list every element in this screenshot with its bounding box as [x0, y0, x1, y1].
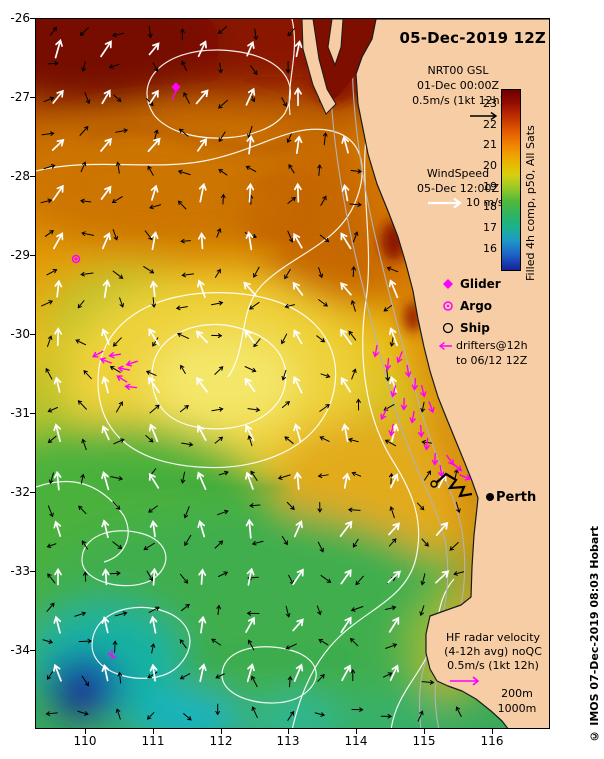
- peron-peninsula: [327, 19, 344, 67]
- depth-1000m-label: 1000m: [497, 702, 537, 715]
- axis-tick: [30, 650, 35, 651]
- colorbar-gradient: [501, 89, 521, 271]
- lat-tick-label: -31: [10, 406, 30, 420]
- axis-tick: [85, 729, 86, 734]
- lon-tick-label: 112: [209, 734, 233, 748]
- perth-city-label: Perth: [496, 490, 537, 505]
- legend-gsl: NRT00 GSL 01-Dec 00:00Z 0.5m/s (1kt 12h): [388, 63, 528, 108]
- argo-symbol: [443, 301, 453, 311]
- lon-tick-label: 116: [480, 734, 504, 748]
- wind-name: WindSpeed: [426, 167, 490, 180]
- lat-tick-label: -28: [10, 169, 30, 183]
- colorbar-tick: 22: [483, 118, 497, 131]
- perth-city-dot: [486, 493, 494, 501]
- axis-tick: [356, 729, 357, 734]
- legend-drifters-line1: drifters@12h: [456, 339, 528, 352]
- colorbar-tick: 19: [483, 180, 497, 193]
- axis-tick: [30, 176, 35, 177]
- hf-scale-arrow: [450, 676, 480, 686]
- drifter-arrows: [91, 344, 472, 481]
- imos-credit: © IMOS 07-Dec-2019 08:03 Hobart: [588, 526, 601, 743]
- colorbar-tick: 18: [483, 200, 497, 213]
- sst-map-svg: [36, 19, 549, 728]
- glider-symbol: [443, 279, 453, 289]
- hf-line1: HF radar velocity: [445, 631, 541, 644]
- gsl-scale-arrow: [470, 111, 498, 121]
- axis-tick: [153, 729, 154, 734]
- axis-tick: [221, 729, 222, 734]
- wind-time: 05-Dec 12:00Z: [417, 182, 499, 195]
- mainland-coastline: [355, 19, 549, 728]
- axis-tick: [30, 334, 35, 335]
- glider-track-marker: [171, 82, 181, 101]
- colorbar-tick: 17: [483, 221, 497, 234]
- legend-drifters-line2: to 06/12 12Z: [456, 354, 528, 367]
- lat-tick-label: -33: [10, 564, 30, 578]
- map-plot: 05-Dec-2019 12Z NRT00 GSL 01-Dec 00:00Z …: [35, 18, 550, 729]
- axis-tick: [30, 97, 35, 98]
- axis-tick: [30, 571, 35, 572]
- colorbar-label: Filled 4h comp, p50, All Sats: [524, 125, 537, 281]
- ship-position-marker: [430, 480, 438, 488]
- sea-level-contours: [36, 19, 455, 728]
- wind-scale-arrow: [428, 197, 462, 209]
- dirk-hartog-peninsula: [301, 19, 337, 115]
- axis-tick: [30, 18, 35, 19]
- hf-line3: 0.5m/s (1kt 12h): [447, 659, 539, 672]
- ship-symbol: [442, 322, 454, 334]
- axis-tick: [30, 492, 35, 493]
- wind-scale-label: 10 m/s: [466, 196, 504, 209]
- colorbar-tick: 21: [483, 138, 497, 151]
- land: [301, 19, 549, 728]
- lat-tick-label: -26: [10, 11, 30, 25]
- axis-tick: [30, 413, 35, 414]
- map-title: 05-Dec-2019 12Z: [399, 29, 546, 47]
- legend-argo-label: Argo: [460, 299, 493, 313]
- legend-ship-label: Ship: [460, 321, 490, 335]
- axis-tick: [288, 729, 289, 734]
- ship-track: [435, 472, 473, 498]
- lon-tick-label: 110: [73, 734, 97, 748]
- gsl-name: NRT00 GSL: [427, 64, 489, 77]
- drifter-small-marker: [107, 650, 117, 659]
- drifter-symbol: [438, 341, 452, 351]
- axis-tick: [492, 729, 493, 734]
- lat-tick-label: -29: [10, 248, 30, 262]
- lon-tick-label: 113: [276, 734, 300, 748]
- colorbar-tick: 20: [483, 159, 497, 172]
- current-arrows: [40, 24, 465, 722]
- lat-tick-label: -30: [10, 327, 30, 341]
- lat-tick-label: -32: [10, 485, 30, 499]
- colorbar-tick: 16: [483, 242, 497, 255]
- lat-tick-label: -34: [10, 643, 30, 657]
- lon-tick-label: 111: [141, 734, 165, 748]
- gsl-time: 01-Dec 00:00Z: [417, 79, 499, 92]
- axis-tick: [424, 729, 425, 734]
- gsl-scale: 0.5m/s (1kt 12h): [412, 94, 504, 107]
- argo-float-marker: [71, 254, 81, 264]
- legend-wind: WindSpeed 05-Dec 12:00Z: [388, 166, 528, 196]
- hf-line2: (4-12h avg) noQC: [444, 645, 542, 658]
- axis-tick: [30, 255, 35, 256]
- legend-glider-label: Glider: [460, 277, 501, 291]
- legend-symbols: [428, 111, 498, 686]
- legend-hf-radar: HF radar velocity (4-12h avg) noQC 0.5m/…: [428, 631, 549, 673]
- lon-tick-label: 115: [412, 734, 436, 748]
- lon-tick-label: 114: [344, 734, 368, 748]
- colorbar-tick: 23: [483, 97, 497, 110]
- lat-tick-label: -27: [10, 90, 30, 104]
- depth-200m-label: 200m: [501, 687, 533, 700]
